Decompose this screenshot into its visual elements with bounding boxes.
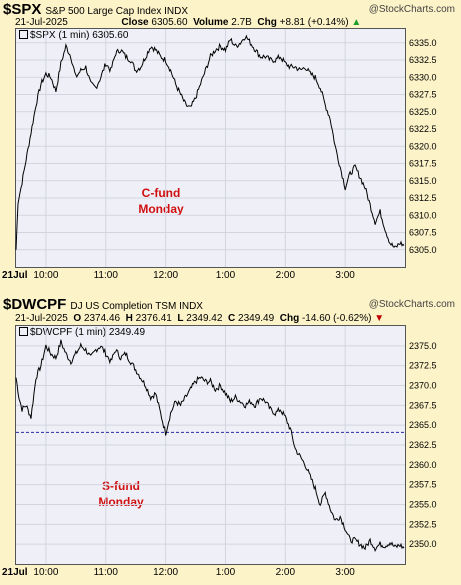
spx-price-line bbox=[15, 34, 405, 250]
dwcpf-y-tick-label: 2367.5 bbox=[409, 400, 437, 410]
dwcpf-x-date-label: 21Jul bbox=[2, 567, 28, 578]
dwcpf-x-tick-label: 10:00 bbox=[33, 567, 58, 578]
dwcpf-x-tick-label: 12:00 bbox=[153, 567, 178, 578]
spx-legend: $SPX (1 min) 6305.60 bbox=[19, 30, 129, 41]
spx-y-tick-label: 6315.0 bbox=[409, 176, 437, 186]
spx-y-tick-label: 6307.5 bbox=[409, 228, 437, 238]
spx-y-tick-label: 6325.0 bbox=[409, 107, 437, 117]
spx-y-tick-label: 6327.5 bbox=[409, 90, 437, 100]
dwcpf-y-tick-label: 2350.0 bbox=[409, 539, 437, 549]
spx-x-date-label: 21Jul bbox=[2, 270, 28, 281]
spx-change-marker: ▲ bbox=[351, 17, 362, 28]
dwcpf-stat-label: C bbox=[228, 313, 236, 324]
spx-stat-label: Close bbox=[121, 17, 149, 28]
dwcpf-stat-label: L bbox=[177, 313, 184, 324]
dwcpf-y-tick-label: 2375.0 bbox=[409, 341, 437, 351]
spx-stat-value: 2.7B bbox=[231, 17, 252, 28]
dwcpf-y-tick-label: 2365.0 bbox=[409, 420, 437, 430]
spx-annotation: C-fund Monday bbox=[121, 185, 201, 217]
spx-y-tick-label: 6330.0 bbox=[409, 72, 437, 82]
spx-legend-swatch-icon bbox=[19, 30, 28, 39]
spx-watermark: @StockCharts.com bbox=[368, 4, 455, 15]
spx-chart-panel: $SPX S&P 500 Large Cap Index INDX @StockC… bbox=[0, 0, 461, 290]
dwcpf-stat-value: 2374.46 bbox=[83, 313, 121, 324]
spx-stat-value: 6305.60 bbox=[151, 17, 188, 28]
dwcpf-y-tick-label: 2370.0 bbox=[409, 381, 437, 391]
dwcpf-stats-row: 21-Jul-2025 O 2374.46 H 2376.41 L 2349.4… bbox=[15, 313, 384, 324]
dwcpf-price-line bbox=[15, 339, 405, 552]
dwcpf-watermark: @StockCharts.com bbox=[368, 299, 455, 310]
dwcpf-gridlines bbox=[16, 326, 405, 564]
spx-x-tick-label: 12:00 bbox=[153, 270, 178, 281]
dwcpf-legend: $DWCPF (1 min) 2349.49 bbox=[19, 327, 146, 338]
spx-stat-label: Chg bbox=[257, 17, 277, 28]
spx-y-tick-label: 6317.5 bbox=[409, 159, 437, 169]
dwcpf-x-tick-label: 2:00 bbox=[276, 567, 296, 578]
spx-y-tick-label: 6335.0 bbox=[409, 38, 437, 48]
spx-plot-area: $SPX (1 min) 6305.60 C-fund Monday bbox=[15, 28, 406, 268]
dwcpf-x-tick-label: 11:00 bbox=[94, 567, 119, 578]
spx-date: 21-Jul-2025 bbox=[15, 17, 68, 28]
dwcpf-annotation-line: S-fund bbox=[102, 479, 140, 493]
dwcpf-chart-svg: 2350.0 2352.5 2355.0 2357.5 2360.0 2362.5 2365… bbox=[2, 326, 437, 578]
dwcpf-legend-swatch-icon bbox=[19, 327, 28, 336]
dwcpf-name: DJ US Completion TSM INDX bbox=[70, 301, 203, 312]
spx-x-tick-label: 10:00 bbox=[33, 270, 58, 281]
spx-y-tick-label: 6312.5 bbox=[409, 193, 437, 203]
spx-symbol-title: $SPX S&P 500 Large Cap Index INDX bbox=[3, 1, 189, 18]
dwcpf-chart-panel: $DWCPF DJ US Completion TSM INDX @StockCh… bbox=[0, 293, 461, 585]
dwcpf-y-tick-label: 2360.0 bbox=[409, 460, 437, 470]
spx-x-tick-label: 2:00 bbox=[276, 270, 296, 281]
dwcpf-y-tick-label: 2372.5 bbox=[409, 361, 437, 371]
dwcpf-stat-value: 2376.41 bbox=[135, 313, 172, 324]
dwcpf-stat-label: H bbox=[125, 313, 133, 324]
dwcpf-stat-value: 2349.42 bbox=[186, 313, 223, 324]
dwcpf-y-tick-label: 2362.5 bbox=[409, 440, 437, 450]
spx-y-tick-label: 6320.0 bbox=[409, 141, 437, 151]
spx-name: S&P 500 Large Cap Index INDX bbox=[45, 6, 189, 17]
spx-y-tick-label: 6310.0 bbox=[409, 210, 437, 220]
dwcpf-symbol-title: $DWCPF DJ US Completion TSM INDX bbox=[3, 296, 203, 313]
dwcpf-change-marker: ▼ bbox=[374, 313, 385, 324]
dwcpf-x-tick-label: 1:00 bbox=[216, 567, 236, 578]
spx-x-tick-label: 3:00 bbox=[335, 270, 355, 281]
spx-x-tick-label: 1:00 bbox=[216, 270, 236, 281]
spx-stat-label: Volume bbox=[193, 17, 229, 28]
spx-annotation-line: Monday bbox=[138, 202, 184, 216]
dwcpf-y-tick-label: 2352.5 bbox=[409, 519, 437, 529]
spx-y-tick-label: 6332.5 bbox=[409, 55, 437, 65]
spx-annotation-line: C-fund bbox=[141, 186, 181, 200]
dwcpf-stat-label: Chg bbox=[279, 313, 300, 324]
spx-stat-value: +8.81 (+0.14%) bbox=[279, 17, 349, 28]
spx-stats-row: 21-Jul-2025 Close 6305.60 Volume 2.7B Ch… bbox=[15, 17, 361, 28]
spx-x-tick-label: 11:00 bbox=[94, 270, 119, 281]
dwcpf-stat-value: 2349.49 bbox=[238, 313, 275, 324]
dwcpf-date: 21-Jul-2025 bbox=[15, 313, 68, 324]
dwcpf-stat-value: -14.60 (-0.62%) bbox=[301, 313, 372, 324]
dwcpf-stat-label: O bbox=[73, 313, 82, 324]
dwcpf-x-tick-label: 3:00 bbox=[335, 567, 355, 578]
spx-chart-svg: 6305.0 6307.5 6310.0 6312.5 6315.0 6317.5 6320… bbox=[2, 29, 437, 281]
spx-y-tick-label: 6322.5 bbox=[409, 124, 437, 134]
dwcpf-y-tick-label: 2355.0 bbox=[409, 500, 437, 510]
dwcpf-annotation-line: Monday bbox=[98, 495, 144, 509]
dwcpf-y-tick-label: 2357.5 bbox=[409, 480, 437, 490]
spx-y-tick-label: 6305.0 bbox=[409, 245, 437, 255]
dwcpf-annotation: S-fund Monday bbox=[81, 478, 161, 510]
spx-gridlines bbox=[16, 29, 405, 267]
